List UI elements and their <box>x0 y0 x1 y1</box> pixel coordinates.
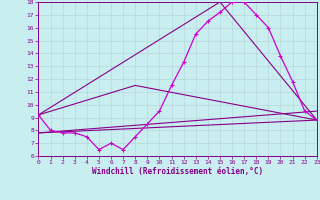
X-axis label: Windchill (Refroidissement éolien,°C): Windchill (Refroidissement éolien,°C) <box>92 167 263 176</box>
